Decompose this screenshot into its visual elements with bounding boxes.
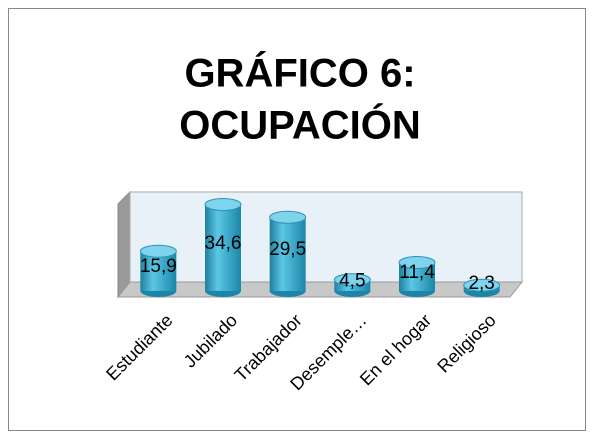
back-wall <box>129 191 523 283</box>
bar-top <box>333 273 371 287</box>
data-label: 4,5 <box>339 270 365 291</box>
bar-top <box>204 198 242 211</box>
bar-top <box>463 278 501 292</box>
bar-top <box>269 210 307 224</box>
bar-top <box>398 256 436 269</box>
floor <box>116 281 524 298</box>
chart-title: OCUPACIÓN <box>179 102 420 148</box>
bar <box>269 217 306 291</box>
side-wall <box>117 190 131 299</box>
bar <box>205 204 241 291</box>
data-label: 11,4 <box>399 262 435 283</box>
data-label: 34,6 <box>205 233 242 254</box>
chart-title: GRÁFICO 6: <box>184 51 415 96</box>
bar-top <box>139 244 177 258</box>
data-label: 2,3 <box>468 273 494 294</box>
data-label: 15,9 <box>140 256 177 277</box>
bar <box>140 251 177 291</box>
data-label: 29,5 <box>269 239 306 260</box>
